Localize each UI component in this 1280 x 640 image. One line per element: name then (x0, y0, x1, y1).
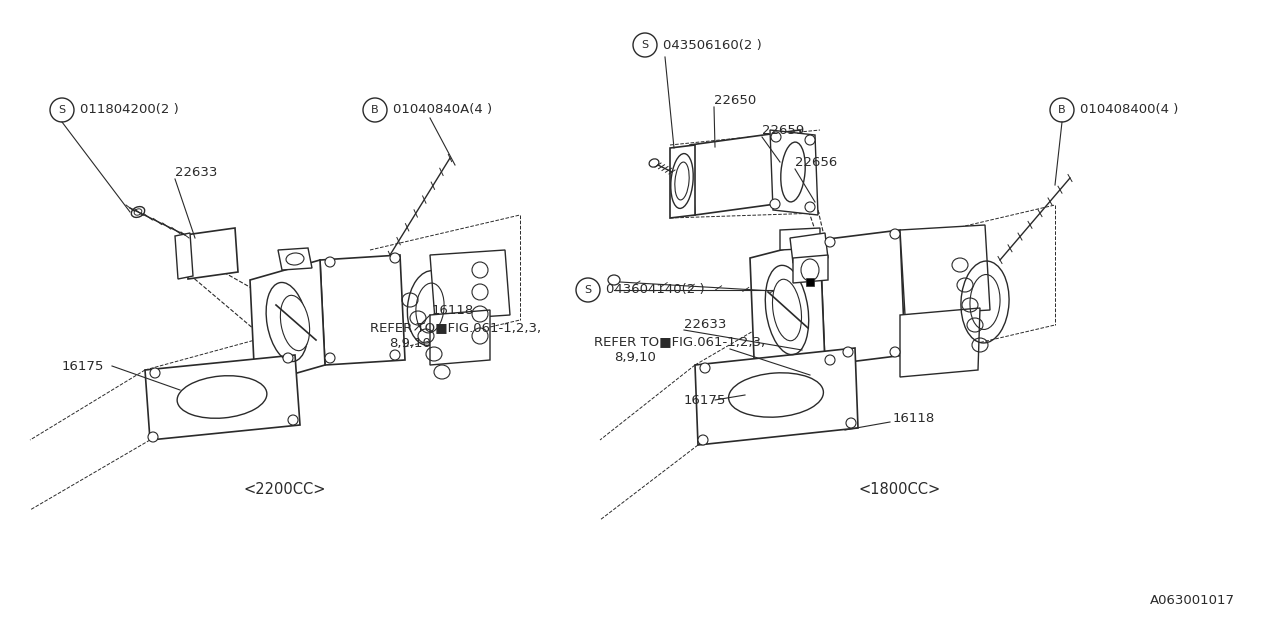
Text: 22656: 22656 (795, 156, 837, 168)
Polygon shape (320, 255, 404, 365)
Text: B: B (1059, 105, 1066, 115)
Polygon shape (780, 228, 820, 250)
Polygon shape (250, 260, 325, 385)
Polygon shape (186, 228, 238, 279)
Polygon shape (695, 348, 858, 445)
Circle shape (890, 347, 900, 357)
Circle shape (288, 415, 298, 425)
Text: S: S (585, 285, 591, 295)
Polygon shape (430, 250, 509, 320)
Circle shape (805, 135, 815, 145)
Circle shape (700, 363, 710, 373)
Circle shape (283, 353, 293, 363)
Circle shape (390, 253, 399, 263)
Text: S: S (641, 40, 649, 50)
Text: 043604140(2 ): 043604140(2 ) (605, 284, 704, 296)
Circle shape (150, 368, 160, 378)
Circle shape (846, 418, 856, 428)
Text: 010408400(4 ): 010408400(4 ) (1080, 104, 1179, 116)
Polygon shape (750, 240, 826, 383)
Circle shape (325, 257, 335, 267)
Circle shape (890, 229, 900, 239)
Circle shape (390, 350, 399, 360)
Text: A063001017: A063001017 (1149, 593, 1235, 607)
Polygon shape (790, 233, 828, 263)
Text: 16175: 16175 (684, 394, 726, 406)
Polygon shape (175, 233, 193, 279)
Text: 22633: 22633 (684, 317, 726, 330)
Text: <1800CC>: <1800CC> (859, 483, 941, 497)
Circle shape (805, 202, 815, 212)
Polygon shape (430, 310, 490, 365)
Text: REFER TO■FIG.061-1,2,3,: REFER TO■FIG.061-1,2,3, (594, 335, 765, 349)
Text: 01040840A(4 ): 01040840A(4 ) (393, 104, 492, 116)
Bar (806, 278, 814, 286)
Circle shape (698, 435, 708, 445)
Circle shape (844, 347, 852, 357)
Ellipse shape (280, 295, 310, 351)
Circle shape (826, 355, 835, 365)
Circle shape (771, 199, 780, 209)
Text: 16118: 16118 (893, 412, 936, 424)
Polygon shape (820, 230, 905, 365)
Text: B: B (371, 105, 379, 115)
Text: 8,9,10: 8,9,10 (389, 337, 431, 351)
Text: 16175: 16175 (61, 360, 105, 372)
Ellipse shape (675, 162, 689, 200)
Text: 16118: 16118 (433, 303, 475, 317)
Circle shape (826, 237, 835, 247)
Text: 22659: 22659 (762, 124, 804, 136)
Ellipse shape (773, 279, 801, 340)
Polygon shape (690, 130, 805, 215)
Polygon shape (145, 355, 300, 440)
Circle shape (771, 132, 781, 142)
Circle shape (325, 353, 335, 363)
Text: S: S (59, 105, 65, 115)
Text: 043506160(2 ): 043506160(2 ) (663, 38, 762, 51)
Text: 22650: 22650 (714, 93, 756, 106)
Text: 8,9,10: 8,9,10 (614, 351, 655, 365)
Circle shape (148, 432, 157, 442)
Polygon shape (771, 130, 818, 215)
Text: 011804200(2 ): 011804200(2 ) (79, 104, 179, 116)
Polygon shape (669, 145, 695, 218)
Text: REFER TO■FIG.061-1,2,3,: REFER TO■FIG.061-1,2,3, (370, 321, 541, 335)
Polygon shape (900, 225, 989, 315)
Polygon shape (794, 255, 828, 283)
Text: 22633: 22633 (175, 166, 218, 179)
Polygon shape (278, 248, 312, 270)
Text: <2200CC>: <2200CC> (243, 483, 326, 497)
Polygon shape (900, 308, 980, 377)
